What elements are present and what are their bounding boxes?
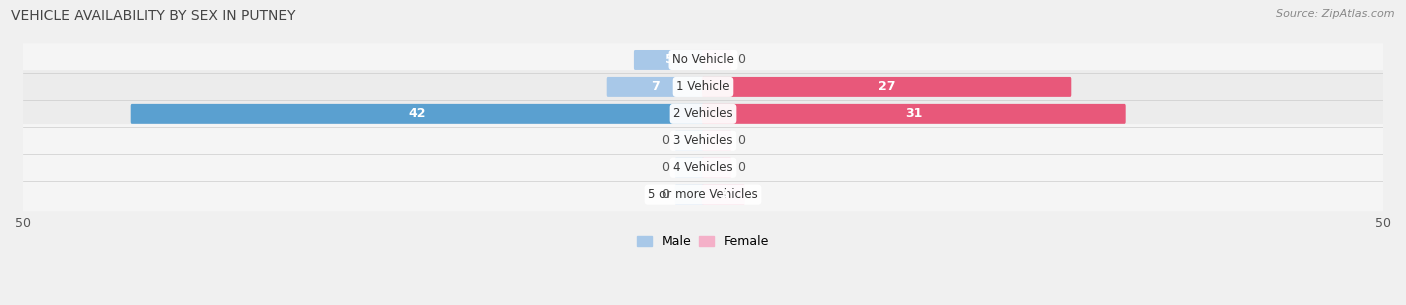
FancyBboxPatch shape xyxy=(702,185,745,205)
FancyBboxPatch shape xyxy=(702,131,731,151)
FancyBboxPatch shape xyxy=(702,158,731,178)
Text: 31: 31 xyxy=(905,107,922,120)
FancyBboxPatch shape xyxy=(702,104,1126,124)
FancyBboxPatch shape xyxy=(702,50,731,70)
Text: 5: 5 xyxy=(665,53,673,66)
Text: 0: 0 xyxy=(737,53,745,66)
Text: 1 Vehicle: 1 Vehicle xyxy=(676,81,730,93)
FancyBboxPatch shape xyxy=(607,77,704,97)
Text: 3: 3 xyxy=(718,188,728,201)
FancyBboxPatch shape xyxy=(21,70,1385,104)
Text: 5 or more Vehicles: 5 or more Vehicles xyxy=(648,188,758,201)
Text: 0: 0 xyxy=(661,188,669,201)
FancyBboxPatch shape xyxy=(21,124,1385,157)
Text: 0: 0 xyxy=(661,161,669,174)
Text: Source: ZipAtlas.com: Source: ZipAtlas.com xyxy=(1277,9,1395,19)
FancyBboxPatch shape xyxy=(675,158,704,178)
Text: 0: 0 xyxy=(737,161,745,174)
FancyBboxPatch shape xyxy=(675,185,704,205)
FancyBboxPatch shape xyxy=(21,43,1385,77)
Legend: Male, Female: Male, Female xyxy=(631,231,775,253)
FancyBboxPatch shape xyxy=(634,50,704,70)
Text: 0: 0 xyxy=(737,134,745,147)
Text: 3 Vehicles: 3 Vehicles xyxy=(673,134,733,147)
Text: 7: 7 xyxy=(651,81,659,93)
FancyBboxPatch shape xyxy=(21,151,1385,185)
FancyBboxPatch shape xyxy=(675,131,704,151)
Text: 0: 0 xyxy=(661,134,669,147)
Text: 27: 27 xyxy=(877,81,896,93)
FancyBboxPatch shape xyxy=(21,97,1385,131)
FancyBboxPatch shape xyxy=(131,104,704,124)
Text: 2 Vehicles: 2 Vehicles xyxy=(673,107,733,120)
Text: No Vehicle: No Vehicle xyxy=(672,53,734,66)
Text: 4 Vehicles: 4 Vehicles xyxy=(673,161,733,174)
FancyBboxPatch shape xyxy=(21,178,1385,211)
FancyBboxPatch shape xyxy=(702,77,1071,97)
Text: VEHICLE AVAILABILITY BY SEX IN PUTNEY: VEHICLE AVAILABILITY BY SEX IN PUTNEY xyxy=(11,9,295,23)
Text: 42: 42 xyxy=(409,107,426,120)
